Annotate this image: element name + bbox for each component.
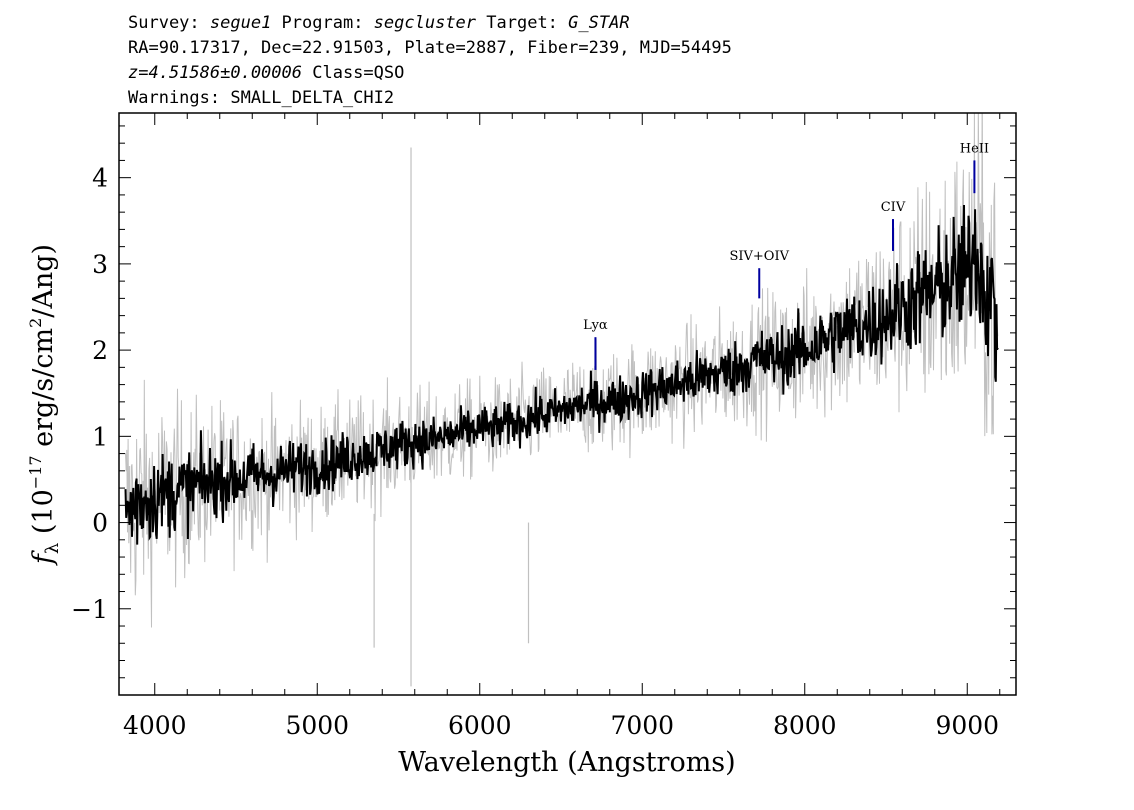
header-line-1: Survey: segue1 Program: segcluster Targe… xyxy=(128,13,630,33)
flux-series xyxy=(124,204,999,545)
class-value: Class=QSO xyxy=(302,63,404,83)
x-tick-label-8000: 8000 xyxy=(773,711,837,740)
plot-data-area xyxy=(124,113,999,687)
axes: 4000 5000 6000 7000 8000 9000 −1 0 1 2 3 4 xyxy=(71,112,1017,740)
y-tick-label-2: 1 xyxy=(92,422,108,451)
target-value: G_STAR xyxy=(568,13,629,33)
y-axis-squared: 2 xyxy=(26,318,45,328)
y-tick-label-3: 2 xyxy=(92,336,108,365)
y-tick-label-4: 3 xyxy=(92,250,108,279)
y-tick-label-1: 0 xyxy=(92,509,108,538)
header-line-4: Warnings: SMALL_DELTA_CHI2 xyxy=(128,88,394,108)
program-label: Program: xyxy=(271,13,373,33)
x-tick-label-9000: 9000 xyxy=(935,711,999,740)
plot-frame xyxy=(118,112,1017,696)
y-axis-exponent: −17 xyxy=(26,455,45,489)
x-tick-label-4000: 4000 xyxy=(123,711,187,740)
x-axis-title: Wavelength (Angstroms) xyxy=(398,747,735,778)
emission-line-markers: Lyα SIV+OIV CIV HeII xyxy=(583,141,989,370)
x-tick-label-5000: 5000 xyxy=(285,711,349,740)
program-value: segcluster xyxy=(374,13,477,33)
marker-label-heii: HeII xyxy=(960,141,989,156)
y-axis-title: fλ (10−17 erg/s/cm2/Ang) xyxy=(26,244,63,566)
y-tick-label-5: 4 xyxy=(92,164,108,193)
y-axis-lambda-subscript: λ xyxy=(42,543,63,554)
y-axis-unit-part1: (10 xyxy=(28,489,59,542)
y-tick-label-0: −1 xyxy=(71,595,108,624)
marker-label-civ: CIV xyxy=(881,200,906,215)
header-line-3: z=4.51586±0.00006 Class=QSO xyxy=(128,63,404,83)
header-block: Survey: segue1 Program: segcluster Targe… xyxy=(128,13,732,108)
y-axis-unit-part2: erg/s/cm xyxy=(28,328,59,456)
x-tick-label-6000: 6000 xyxy=(448,711,512,740)
survey-value: segue1 xyxy=(210,13,271,33)
x-tick-label-7000: 7000 xyxy=(610,711,674,740)
header-line-2: RA=90.17317, Dec=22.91503, Plate=2887, F… xyxy=(128,38,732,58)
error-series xyxy=(125,113,999,628)
marker-label-ly-: Lyα xyxy=(583,318,608,333)
marker-label-siv-oiv: SIV+OIV xyxy=(729,249,789,264)
y-axis-flux-symbol: f xyxy=(28,550,59,566)
target-label: Target: xyxy=(476,13,568,33)
survey-label: Survey: xyxy=(128,13,210,33)
redshift-value: z=4.51586±0.00006 xyxy=(128,63,302,83)
y-axis-unit-part3: /Ang) xyxy=(28,244,59,318)
